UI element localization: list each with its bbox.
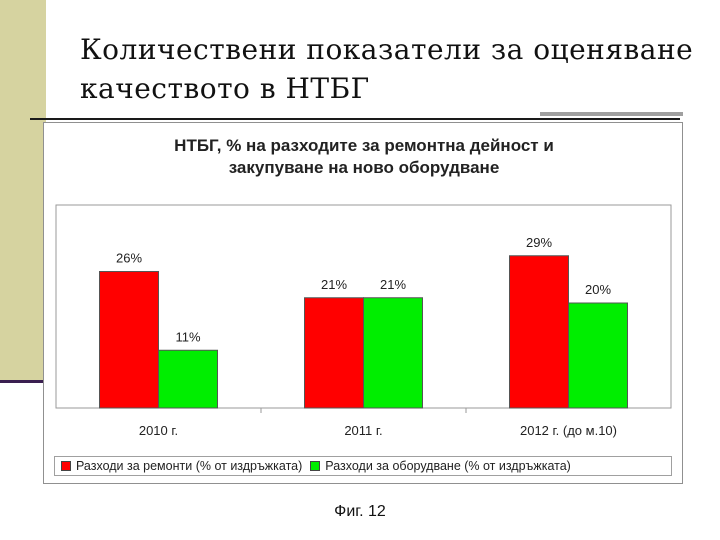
legend-label-equipment: Разходи за оборудване (% от издръжката) bbox=[325, 459, 571, 473]
bar bbox=[99, 271, 159, 409]
slide-title-line-1: Количествени показатели за оценяване bbox=[80, 33, 694, 66]
left-accent-band bbox=[0, 0, 46, 382]
legend-item-repairs: Разходи за ремонти (% от издръжката) bbox=[61, 459, 302, 473]
data-label: 11% bbox=[175, 329, 200, 344]
data-label: 21% bbox=[380, 277, 406, 292]
left-accent-line bbox=[0, 380, 58, 383]
data-label: 29% bbox=[526, 235, 552, 250]
chart-legend: Разходи за ремонти (% от издръжката) Раз… bbox=[54, 456, 672, 476]
data-label: 26% bbox=[116, 251, 142, 266]
figure-caption: Фиг. 12 bbox=[334, 503, 386, 520]
bar bbox=[158, 349, 218, 409]
x-tick-label: 2011 г. bbox=[344, 423, 382, 438]
chart-title: НТБГ, % на разходите за ремонтна дейност… bbox=[44, 135, 684, 179]
slide-title-line-2: качеството в НТБГ bbox=[80, 72, 370, 105]
bar bbox=[363, 297, 423, 409]
legend-swatch-repairs bbox=[61, 461, 71, 471]
bar bbox=[304, 297, 364, 409]
data-label: 20% bbox=[585, 282, 611, 297]
title-accent-rule bbox=[540, 112, 683, 116]
data-label: 21% bbox=[321, 277, 347, 292]
bar bbox=[509, 255, 569, 409]
bar bbox=[568, 302, 628, 409]
legend-label-repairs: Разходи за ремонти (% от издръжката) bbox=[76, 459, 303, 473]
title-divider bbox=[30, 118, 680, 120]
slide-title: Количествени показатели за оценяване кач… bbox=[80, 30, 700, 108]
chart-frame: НТБГ, % на разходите за ремонтна дейност… bbox=[43, 122, 683, 484]
chart-title-line-1: НТБГ, % на разходите за ремонтна дейност… bbox=[174, 136, 554, 155]
x-tick-label: 2012 г. (до м.10) bbox=[520, 423, 617, 438]
bar-chart: 26% 11% 2010 г. 21% 21% 2011 г. 29% 20% 2012 г. … bbox=[55, 204, 672, 438]
legend-swatch-equipment bbox=[310, 461, 321, 471]
chart-title-line-2: закупуване на ново оборудване bbox=[228, 158, 500, 177]
legend-item-equipment: Разходи за оборудване (% от издръжката) bbox=[310, 459, 571, 473]
x-tick-label: 2010 г. bbox=[139, 423, 178, 438]
